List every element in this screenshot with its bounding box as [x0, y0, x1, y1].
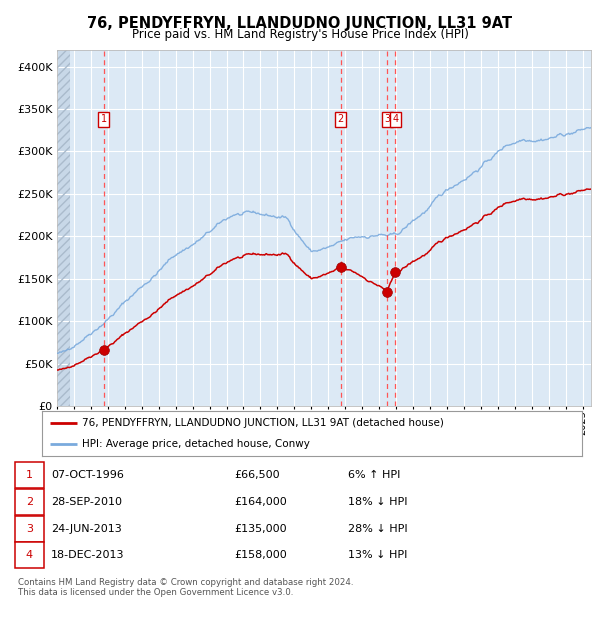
Text: 18% ↓ HPI: 18% ↓ HPI — [348, 497, 407, 507]
Text: £164,000: £164,000 — [234, 497, 287, 507]
Text: 2: 2 — [26, 497, 33, 507]
Text: 3: 3 — [384, 114, 390, 124]
Bar — [57, 50, 70, 406]
Text: 2: 2 — [338, 114, 344, 124]
Text: HPI: Average price, detached house, Conwy: HPI: Average price, detached house, Conw… — [83, 438, 310, 449]
Text: 24-JUN-2013: 24-JUN-2013 — [51, 523, 122, 534]
Text: 28% ↓ HPI: 28% ↓ HPI — [348, 523, 407, 534]
Text: 18-DEC-2013: 18-DEC-2013 — [51, 550, 125, 560]
Text: 07-OCT-1996: 07-OCT-1996 — [51, 470, 124, 480]
Text: 13% ↓ HPI: 13% ↓ HPI — [348, 550, 407, 560]
Text: 6% ↑ HPI: 6% ↑ HPI — [348, 470, 400, 480]
Text: Price paid vs. HM Land Registry's House Price Index (HPI): Price paid vs. HM Land Registry's House … — [131, 28, 469, 41]
Text: 3: 3 — [26, 523, 33, 534]
Bar — [57, 50, 70, 406]
Text: Contains HM Land Registry data © Crown copyright and database right 2024.
This d: Contains HM Land Registry data © Crown c… — [18, 578, 353, 597]
Text: 4: 4 — [26, 550, 33, 560]
Text: 28-SEP-2010: 28-SEP-2010 — [51, 497, 122, 507]
Text: 4: 4 — [392, 114, 398, 124]
Text: £66,500: £66,500 — [234, 470, 280, 480]
Text: 1: 1 — [101, 114, 107, 124]
Text: 1: 1 — [26, 470, 33, 480]
Text: 76, PENDYFFRYN, LLANDUDNO JUNCTION, LL31 9AT (detached house): 76, PENDYFFRYN, LLANDUDNO JUNCTION, LL31… — [83, 418, 445, 428]
Text: £158,000: £158,000 — [234, 550, 287, 560]
Text: 76, PENDYFFRYN, LLANDUDNO JUNCTION, LL31 9AT: 76, PENDYFFRYN, LLANDUDNO JUNCTION, LL31… — [88, 16, 512, 31]
Text: £135,000: £135,000 — [234, 523, 287, 534]
